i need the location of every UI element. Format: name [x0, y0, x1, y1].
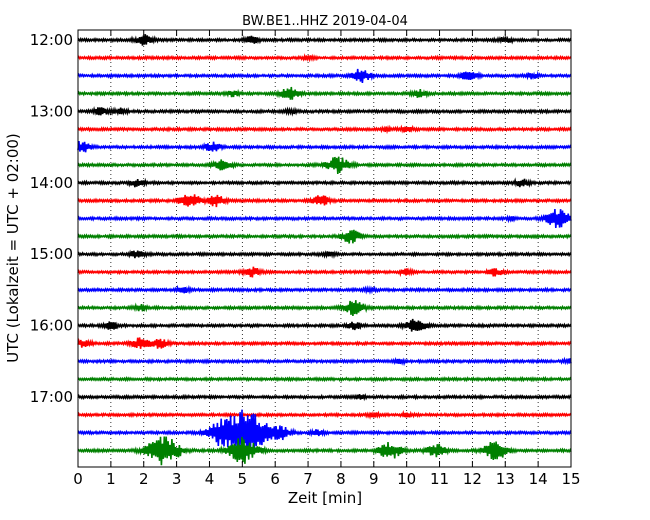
y-tick-label: 15:00: [30, 245, 73, 263]
x-tick-label: 6: [270, 470, 280, 488]
y-tick-label: 13:00: [30, 102, 73, 120]
x-tick-label: 15: [561, 470, 580, 488]
y-tick-label: 14:00: [30, 174, 73, 192]
x-tick-label: 12: [463, 470, 482, 488]
trace-row-1330: [77, 141, 572, 153]
trace-row-1730: [77, 409, 572, 457]
y-axis-label: UTC (Lokalzeit = UTC + 02:00): [4, 133, 22, 363]
y-tick-label: 17:00: [30, 388, 73, 406]
x-tick-label: 5: [238, 470, 248, 488]
trace-row-1515: [77, 266, 572, 278]
x-tick-label: 10: [397, 470, 416, 488]
y-axis: 12:00 13:00 14:00 15:00 16:00 17:00: [30, 31, 571, 406]
trace-row-1745: [77, 436, 572, 466]
trace-row-1500: [77, 249, 572, 259]
y-tick-label: 12:00: [30, 31, 73, 49]
x-tick-label: 7: [303, 470, 313, 488]
trace-row-1645: [77, 375, 572, 383]
trace-row-1700: [77, 392, 572, 402]
trace-row-1445: [77, 229, 572, 244]
x-axis: 0 1 2 3 4 5 6 7 8 9 10 11 12 13 14 15: [73, 30, 581, 488]
trace-row-1715: [77, 409, 572, 420]
x-tick-label: 11: [430, 470, 449, 488]
trace-row-1345: [77, 156, 572, 175]
trace-row-1615: [77, 337, 572, 349]
trace-row-1215: [77, 53, 572, 63]
x-tick-label: 2: [139, 470, 149, 488]
x-tick-label: 8: [336, 470, 346, 488]
trace-row-1630: [77, 356, 572, 367]
x-tick-label: 14: [529, 470, 548, 488]
trace-row-1315: [77, 124, 572, 135]
trace-row-1230: [77, 68, 572, 83]
trace-row-1545: [77, 300, 572, 317]
trace-row-1600: [77, 318, 572, 332]
x-tick-label: 0: [73, 470, 83, 488]
x-tick-label: 1: [106, 470, 116, 488]
x-axis-label: Zeit [min]: [288, 489, 362, 507]
x-tick-label: 3: [172, 470, 182, 488]
x-tick-label: 4: [205, 470, 215, 488]
x-tick-label: 13: [496, 470, 515, 488]
trace-row-1200: [77, 34, 572, 46]
trace-row-1430: [77, 209, 572, 228]
x-tick-label: 9: [369, 470, 379, 488]
trace-row-1415: [77, 194, 572, 208]
grid: [110, 30, 539, 467]
traces: [77, 34, 572, 466]
trace-row-1300: [77, 105, 572, 117]
trace-row-1400: [77, 177, 572, 188]
y-tick-label: 16:00: [30, 317, 73, 335]
trace-row-1530: [77, 284, 572, 295]
plot-frame: [77, 29, 572, 468]
trace-row-1245: [77, 86, 572, 100]
chart-title: BW.BE1..HHZ 2019-04-04: [242, 14, 408, 29]
